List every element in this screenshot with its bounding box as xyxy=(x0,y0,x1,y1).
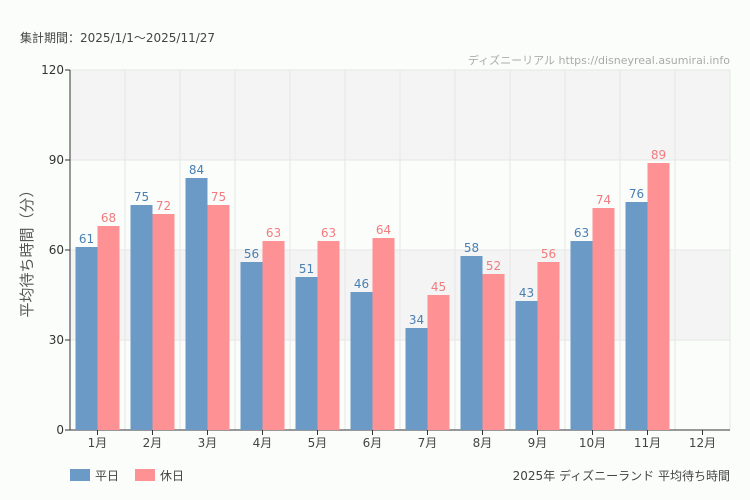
data-label: 43 xyxy=(519,286,534,300)
y-axis-title: 平均待ち時間（分） xyxy=(18,182,36,317)
legend-swatch xyxy=(70,469,90,481)
x-tick-label: 8月 xyxy=(473,436,493,450)
x-tick-label: 2月 xyxy=(143,436,163,450)
data-label: 74 xyxy=(596,193,611,207)
bar-平日 xyxy=(350,292,373,430)
data-label: 61 xyxy=(79,232,94,246)
data-label: 58 xyxy=(464,241,479,255)
credit-label: ディズニーリアル https://disneyreal.asumirai.inf… xyxy=(467,54,730,67)
bar-平日 xyxy=(460,256,483,430)
bar-休日 xyxy=(537,262,560,430)
data-label: 63 xyxy=(266,226,281,240)
x-tick-label: 3月 xyxy=(198,436,218,450)
bar-平日 xyxy=(405,328,428,430)
bar-休日 xyxy=(647,163,670,430)
data-label: 75 xyxy=(134,190,149,204)
bar-休日 xyxy=(427,295,450,430)
y-tick-label: 120 xyxy=(41,63,64,77)
data-label: 72 xyxy=(156,199,171,213)
data-label: 75 xyxy=(211,190,226,204)
data-label: 68 xyxy=(101,211,116,225)
data-label: 34 xyxy=(409,313,424,327)
bar-平日 xyxy=(295,277,318,430)
bar-平日 xyxy=(515,301,538,430)
bar-休日 xyxy=(592,208,615,430)
data-label: 51 xyxy=(299,262,314,276)
bar-休日 xyxy=(482,274,505,430)
x-tick-label: 11月 xyxy=(634,436,661,450)
data-label: 84 xyxy=(189,163,204,177)
data-label: 52 xyxy=(486,259,501,273)
data-label: 64 xyxy=(376,223,391,237)
bar-平日 xyxy=(240,262,263,430)
x-tick-label: 7月 xyxy=(418,436,438,450)
data-label: 56 xyxy=(244,247,259,261)
data-label: 89 xyxy=(651,148,666,162)
bar-平日 xyxy=(185,178,208,430)
bar-平日 xyxy=(130,205,153,430)
y-tick-label: 30 xyxy=(49,333,64,347)
data-label: 63 xyxy=(574,226,589,240)
data-label: 63 xyxy=(321,226,336,240)
period-label: 集計期間：2025/1/1〜2025/11/27 xyxy=(20,31,216,45)
x-tick-label: 1月 xyxy=(88,436,108,450)
bar-平日 xyxy=(570,241,593,430)
chart-caption: 2025年 ディズニーランド 平均待ち時間 xyxy=(512,469,730,483)
data-label: 56 xyxy=(541,247,556,261)
x-tick-label: 12月 xyxy=(689,436,716,450)
bar-休日 xyxy=(207,205,230,430)
bar-平日 xyxy=(625,202,648,430)
data-label: 76 xyxy=(629,187,644,201)
bar-休日 xyxy=(317,241,340,430)
bar-休日 xyxy=(262,241,285,430)
bar-平日 xyxy=(75,247,98,430)
x-tick-label: 4月 xyxy=(253,436,273,450)
x-tick-label: 10月 xyxy=(579,436,606,450)
legend-label: 休日 xyxy=(160,469,184,483)
data-label: 45 xyxy=(431,280,446,294)
legend-swatch xyxy=(135,469,155,481)
bar-休日 xyxy=(97,226,120,430)
x-tick-label: 6月 xyxy=(363,436,383,450)
legend-label: 平日 xyxy=(95,469,119,483)
data-label: 46 xyxy=(354,277,369,291)
bar-休日 xyxy=(152,214,175,430)
y-tick-label: 60 xyxy=(49,243,64,257)
y-tick-label: 90 xyxy=(49,153,64,167)
x-tick-label: 5月 xyxy=(308,436,328,450)
x-tick-label: 9月 xyxy=(528,436,548,450)
y-tick-label: 0 xyxy=(56,423,64,437)
bar-休日 xyxy=(372,238,395,430)
